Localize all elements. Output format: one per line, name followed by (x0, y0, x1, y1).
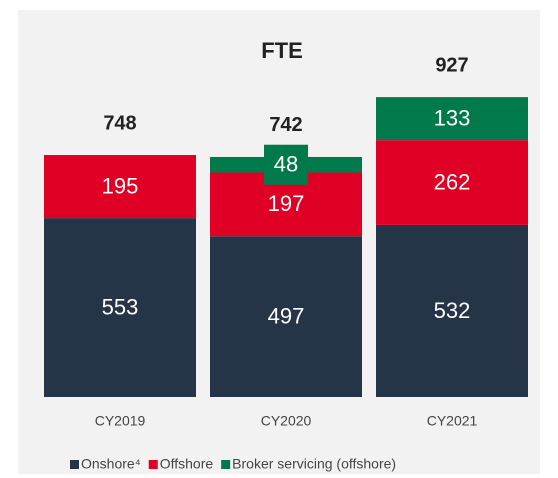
label-box (264, 144, 308, 185)
segment-label: 195 (102, 173, 139, 198)
bar-segment (210, 236, 362, 397)
legend-label: Offshore (160, 456, 214, 472)
chart-title: FTE (261, 38, 303, 63)
legend-swatch (70, 460, 79, 469)
legend-swatch (221, 460, 231, 469)
total-label: 748 (103, 112, 136, 134)
bar-segment (44, 218, 196, 397)
x-tick-label: CY2019 (95, 413, 146, 429)
segment-label: 532 (434, 298, 471, 323)
segment-label: 133 (434, 105, 471, 130)
segment-label: 197 (268, 191, 305, 216)
bar-segment (44, 155, 196, 219)
segment-label: 262 (434, 169, 471, 194)
total-label: 927 (435, 54, 468, 76)
legend-swatch (148, 460, 158, 469)
segment-label: 497 (268, 303, 305, 328)
x-tick-label: CY2020 (261, 413, 312, 429)
bar-segment (376, 97, 528, 141)
segment-label: 48 (274, 152, 298, 177)
segment-label: 553 (102, 294, 139, 319)
bar-segment (376, 140, 528, 225)
legend-label: Onshore⁴ (81, 456, 141, 472)
legend-label: Broker servicing (offshore) (232, 456, 396, 472)
bar-segment (376, 224, 528, 397)
x-tick-label: CY2021 (427, 413, 478, 429)
total-label: 742 (269, 114, 302, 136)
